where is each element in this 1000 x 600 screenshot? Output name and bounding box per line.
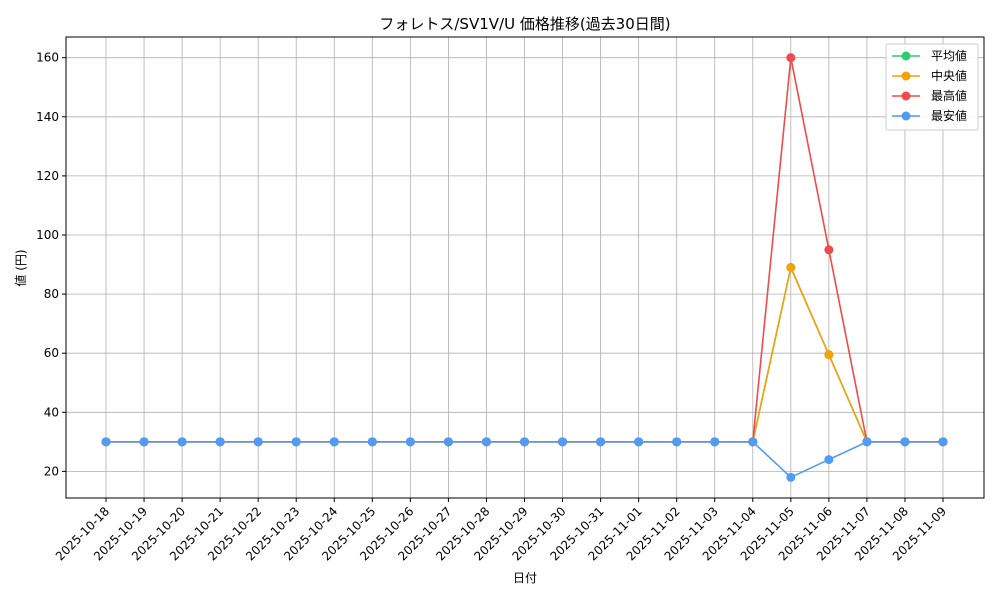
legend-item: 最高値 <box>892 88 967 103</box>
y-tick-label: 120 <box>36 169 59 183</box>
legend-frame <box>885 43 979 131</box>
y-tick-label: 160 <box>36 51 59 65</box>
data-point <box>291 437 301 447</box>
plot-area-frame <box>65 36 985 499</box>
legend-label: 最高値 <box>931 88 967 103</box>
data-point <box>634 437 644 447</box>
data-point <box>824 350 834 360</box>
data-point <box>596 437 606 447</box>
data-point <box>824 245 834 255</box>
legend-item: 平均値 <box>892 48 967 63</box>
data-point <box>786 53 796 63</box>
data-point <box>672 437 682 447</box>
legend-label: 平均値 <box>931 48 967 63</box>
legend-swatch-marker <box>901 111 911 121</box>
data-point <box>900 437 910 447</box>
legend-item: 最安値 <box>892 108 967 123</box>
x-axis-label: 日付 <box>513 571 537 585</box>
data-point <box>520 437 529 447</box>
data-point <box>329 437 339 447</box>
y-tick-label: 60 <box>44 346 59 360</box>
legend-swatch-marker <box>901 71 911 81</box>
y-tick-label: 40 <box>44 405 59 419</box>
data-point <box>938 437 948 447</box>
legend-label: 最安値 <box>931 108 967 123</box>
legend-item: 中央値 <box>892 68 967 83</box>
data-point <box>139 437 149 447</box>
x-axis: 2025-10-182025-10-192025-10-202025-10-21… <box>53 498 949 563</box>
y-tick-label: 100 <box>36 228 59 242</box>
data-point <box>710 437 720 447</box>
legend-label: 中央値 <box>931 68 967 83</box>
legend-swatch-marker <box>901 51 911 61</box>
data-point <box>862 437 872 447</box>
y-tick-label: 80 <box>44 287 59 301</box>
data-point <box>367 437 377 447</box>
data-point <box>558 437 568 447</box>
data-point <box>405 437 415 447</box>
series-4 <box>101 437 948 482</box>
data-point <box>101 437 111 447</box>
data-point <box>177 437 187 447</box>
grid <box>66 37 984 498</box>
data-point <box>443 437 453 447</box>
data-point <box>748 437 758 447</box>
data-point <box>824 455 834 465</box>
y-tick-label: 20 <box>44 464 59 478</box>
data-point <box>786 263 796 272</box>
y-tick-label: 140 <box>36 110 59 124</box>
y-axis-label: 値 (円) <box>13 249 28 286</box>
series-lines <box>101 53 948 482</box>
data-point <box>481 437 491 447</box>
data-point <box>253 437 263 447</box>
legend-swatch-marker <box>901 91 911 101</box>
chart-title: フォレトス/SV1V/U 価格推移(過去30日間) <box>379 15 670 33</box>
data-point <box>786 472 796 482</box>
y-axis: 20 40 60 80 100 120 140 160 <box>36 51 66 478</box>
data-point <box>215 437 225 447</box>
